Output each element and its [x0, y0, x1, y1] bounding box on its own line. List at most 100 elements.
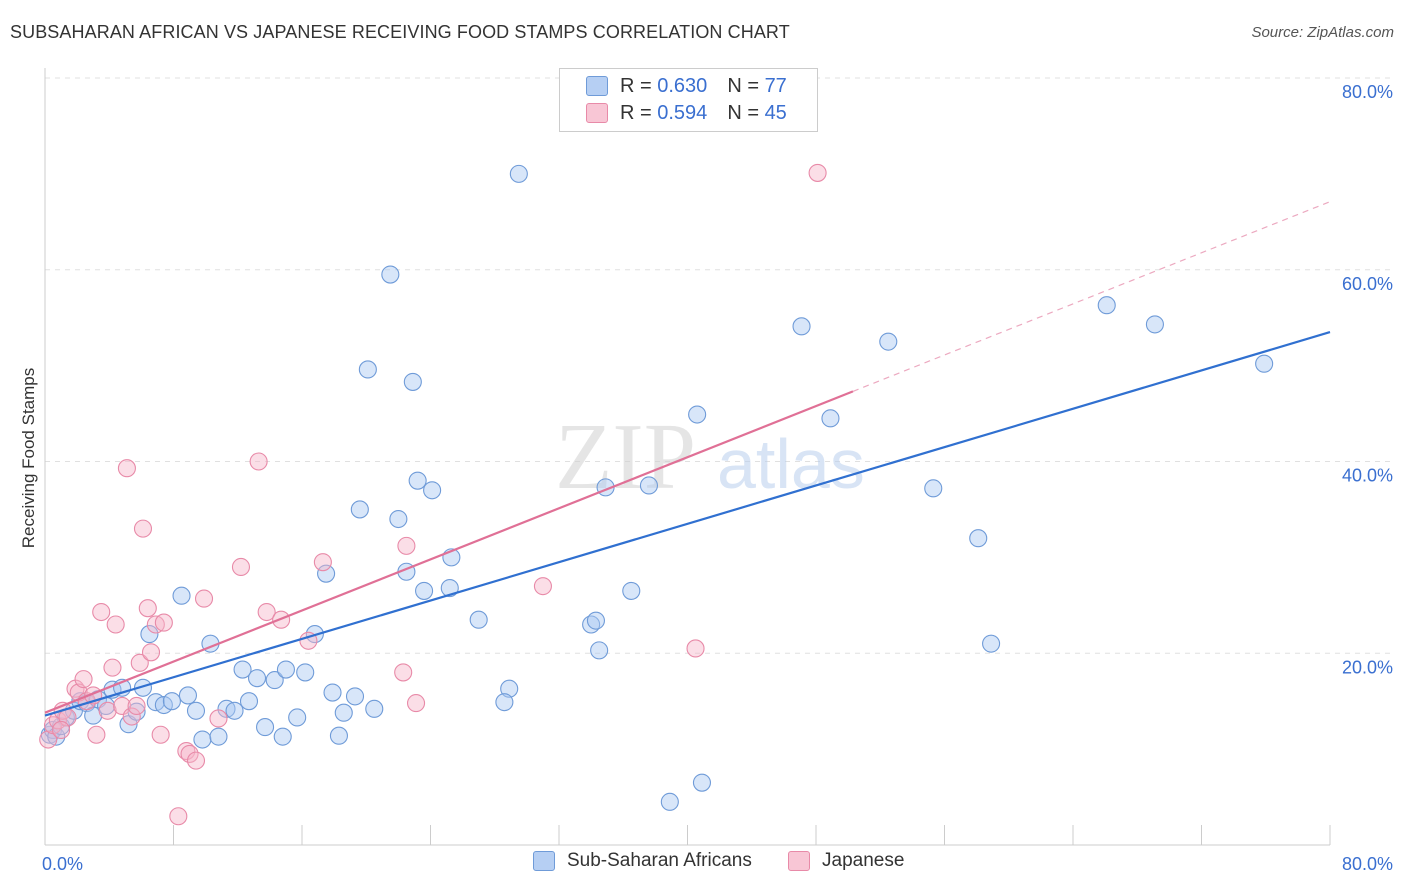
- legend-row-japanese: R = 0.594 N = 45: [586, 100, 787, 126]
- label-layer: 20.0% 40.0% 60.0% 80.0% 0.0% 80.0%: [42, 82, 1393, 874]
- y-tick-label: 80.0%: [1342, 82, 1393, 102]
- sub-saharan-point: [162, 692, 181, 711]
- sub-saharan-point: [423, 481, 442, 500]
- legend-n-label: N =: [727, 74, 759, 97]
- sub-saharan-point: [296, 663, 315, 682]
- japanese-point: [209, 709, 228, 728]
- sub-saharan-point: [350, 500, 369, 519]
- japanese-point: [141, 643, 161, 662]
- sub-saharan-point: [1255, 354, 1274, 373]
- sub-saharan-point: [1145, 315, 1164, 334]
- japanese-point: [313, 553, 332, 572]
- correlation-legend: R = 0.630 N = 77 R = 0.594 N = 45: [559, 68, 818, 132]
- sub-saharan-point: [225, 701, 244, 720]
- japanese-point: [39, 730, 58, 749]
- sub-saharan-point: [415, 581, 434, 600]
- japanese-point: [686, 639, 705, 658]
- sub-saharan-point: [408, 471, 427, 490]
- japanese-point: [249, 452, 268, 471]
- sub-saharan-point: [622, 581, 641, 600]
- legend-swatch-blue: [586, 76, 608, 96]
- japanese-point: [117, 459, 136, 478]
- trend-layer: [44, 201, 1331, 717]
- sub-saharan-point: [317, 564, 336, 583]
- japanese-point: [180, 744, 199, 763]
- sub-saharan-point: [329, 726, 348, 745]
- sub-saharan-point: [334, 703, 353, 722]
- sub-saharan-point: [247, 669, 267, 688]
- sub-saharan-point: [186, 701, 206, 720]
- bottom-legend-swatch-blue: [533, 851, 555, 871]
- sub-saharan-point: [969, 529, 988, 548]
- japanese-point: [103, 658, 122, 677]
- japanese-point: [122, 707, 141, 726]
- japanese-point: [133, 519, 153, 538]
- sub-saharan-point: [440, 579, 459, 598]
- japanese-point: [138, 599, 157, 618]
- sub-saharan-point: [365, 699, 384, 718]
- japanese-point: [231, 557, 251, 577]
- bottom-legend-swatch-pink: [788, 851, 810, 871]
- sub-saharan-point: [323, 683, 342, 702]
- sub-saharan-point: [178, 686, 198, 705]
- y-tick-label: 40.0%: [1342, 466, 1393, 486]
- sub-saharan-point: [792, 317, 811, 336]
- sub-saharan-point: [381, 265, 400, 284]
- legend-n-value: 77: [764, 74, 787, 97]
- japanese-point: [808, 163, 827, 182]
- sub-saharan-point: [469, 610, 488, 629]
- sub-saharan-point: [276, 660, 295, 679]
- sub-saharan-point: [389, 509, 408, 529]
- japanese-point: [177, 741, 196, 761]
- point-layer: [39, 163, 1274, 826]
- sub-saharan-point: [256, 718, 275, 737]
- legend-r-value: 0.630: [657, 74, 708, 97]
- sub-saharan-point: [879, 332, 898, 351]
- japanese-point: [394, 663, 413, 682]
- sub-saharan-point: [403, 372, 422, 391]
- japanese-point: [257, 602, 276, 622]
- watermark-zip: ZIP: [555, 405, 696, 509]
- sub-saharan-point: [692, 773, 712, 792]
- sub-saharan-point: [982, 634, 1001, 653]
- bottom-legend-sub-saharan: Sub-Saharan Africans: [533, 850, 752, 872]
- legend-r-label: R =: [620, 74, 652, 97]
- japanese-point: [397, 536, 416, 555]
- japanese-point: [154, 613, 173, 632]
- japanese-point: [92, 602, 111, 622]
- sub-saharan-point: [288, 708, 307, 727]
- japanese-point: [406, 694, 426, 713]
- japanese-point: [130, 653, 149, 672]
- sub-saharan-point: [358, 360, 377, 379]
- sub-saharan-point: [509, 164, 528, 183]
- sub-saharan-point: [265, 671, 284, 690]
- chart-title: SUBSAHARAN AFRICAN VS JAPANESE RECEIVING…: [10, 22, 790, 42]
- japanese-point: [194, 589, 214, 608]
- sub-saharan-point: [1097, 296, 1116, 315]
- sub-saharan-point: [639, 476, 659, 495]
- legend-r-label: R =: [620, 101, 652, 124]
- source-label: Source: ZipAtlas.com: [1251, 24, 1394, 41]
- japanese-point: [52, 720, 71, 740]
- legend-r-value: 0.594: [657, 101, 708, 124]
- japanese-point: [533, 577, 552, 596]
- sub-saharan-point: [172, 586, 191, 605]
- japanese-point: [87, 725, 106, 744]
- sub-saharan-point: [193, 730, 212, 749]
- legend-row-sub-saharan: R = 0.630 N = 77: [586, 73, 787, 99]
- sub-saharan-point: [500, 679, 519, 698]
- sub-saharan-point: [586, 611, 605, 630]
- sub-saharan-trend-line: [44, 331, 1331, 717]
- japanese-point: [98, 701, 117, 720]
- y-tick-label: 60.0%: [1342, 274, 1393, 294]
- bottom-legend-japanese: Japanese: [788, 850, 904, 872]
- sub-saharan-point: [140, 625, 159, 644]
- watermark-atlas: atlas: [717, 425, 865, 503]
- grid-layer: [45, 77, 1395, 654]
- bottom-legend-label: Japanese: [822, 850, 905, 871]
- bottom-legend-label: Sub-Saharan Africans: [567, 850, 752, 871]
- sub-saharan-point: [345, 687, 365, 706]
- x-tick-label: 0.0%: [42, 854, 83, 874]
- japanese-point: [169, 807, 188, 826]
